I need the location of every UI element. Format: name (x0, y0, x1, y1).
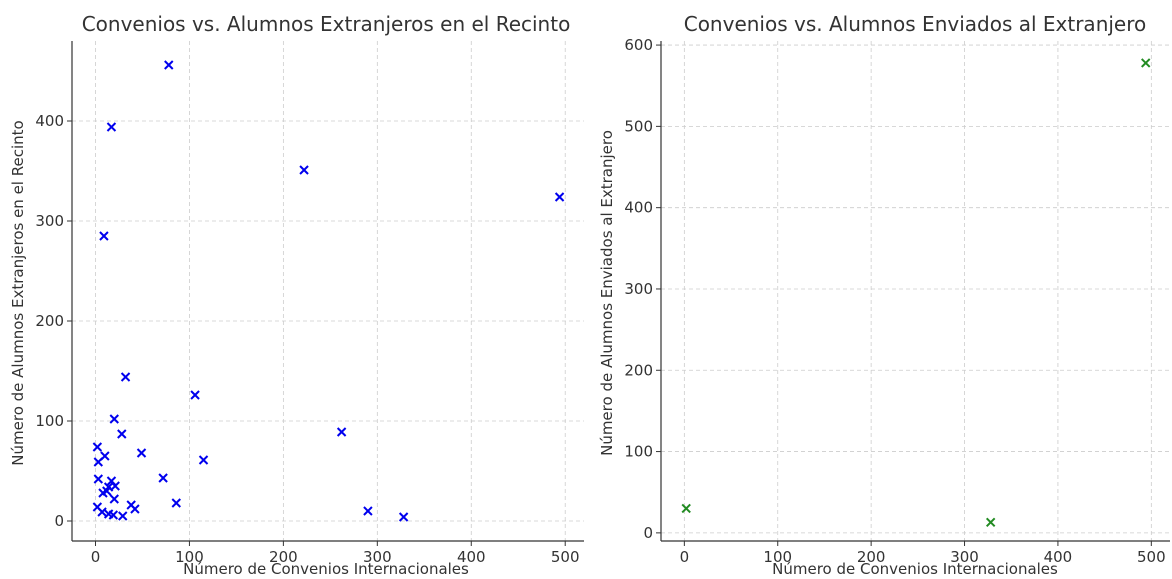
left-data-point-marker (398, 512, 409, 522)
right-x-axis-label: Número de Convenios Internacionales (772, 560, 1058, 578)
right-scatter-panel: Convenios vs. Alumnos Enviados al Extran… (598, 12, 1170, 578)
left-data-point-marker (93, 457, 104, 467)
right-data-point-marker (985, 517, 996, 528)
left-data-point-marker (109, 494, 119, 504)
left-x-tick-label: 400 (457, 548, 486, 566)
left-x-tick-label: 200 (269, 548, 298, 566)
left-data-point-marker (109, 414, 119, 424)
left-x-tick-label: 0 (91, 548, 101, 566)
left-data-point-marker (106, 122, 117, 132)
left-data-point-marker (120, 372, 131, 382)
right-y-tick-label: 500 (624, 117, 653, 135)
left-scatter-panel: Convenios vs. Alumnos Extranjeros en el … (9, 12, 584, 578)
left-data-point-marker (299, 165, 309, 175)
left-x-tick-label: 300 (363, 548, 392, 566)
left-data-point-marker (92, 442, 103, 452)
left-data-point-marker (190, 390, 200, 400)
left-x-tick-label: 100 (175, 548, 204, 566)
right-y-tick-label: 300 (624, 280, 653, 298)
right-x-tick-label: 200 (857, 548, 886, 566)
left-chart-title: Convenios vs. Alumnos Extranjeros en el … (82, 12, 571, 36)
left-data-point-marker (130, 504, 140, 514)
right-data-point-marker (1141, 58, 1151, 68)
left-y-tick-label: 300 (35, 212, 64, 230)
left-data-point-marker (158, 473, 168, 483)
right-x-tick-label: 100 (763, 548, 792, 566)
right-y-tick-label: 100 (624, 443, 653, 461)
left-data-point-marker (98, 488, 108, 498)
left-y-tick-label: 100 (35, 412, 64, 430)
left-data-point-marker (164, 60, 174, 70)
left-x-axis-label: Número de Convenios Internacionales (183, 560, 469, 578)
left-y-tick-label: 400 (35, 112, 64, 130)
left-data-point-marker (99, 231, 109, 241)
right-y-tick-label: 0 (643, 524, 653, 542)
left-data-point-marker (554, 192, 565, 202)
left-data-points (92, 60, 565, 522)
right-x-tick-label: 400 (1044, 548, 1073, 566)
right-x-tick-label: 500 (1137, 548, 1166, 566)
right-data-points (681, 58, 1151, 528)
right-data-point-marker (681, 503, 691, 514)
left-data-point-marker (117, 429, 127, 439)
left-y-axis-label: Número de Alumnos Extranjeros en el Reci… (9, 120, 27, 465)
left-x-tick-label: 500 (551, 548, 580, 566)
left-data-point-marker (363, 506, 373, 516)
left-grid (72, 41, 584, 541)
right-x-tick-label: 0 (680, 548, 690, 566)
left-data-point-marker (97, 507, 107, 517)
right-chart-title: Convenios vs. Alumnos Enviados al Extran… (684, 12, 1147, 36)
left-data-point-marker (108, 510, 119, 520)
right-y-axis-label: Número de Alumnos Enviados al Extranjero (598, 130, 616, 456)
left-data-point-marker (171, 498, 181, 508)
right-y-tick-label: 200 (624, 361, 653, 379)
left-data-point-marker (118, 511, 128, 521)
right-x-tick-label: 300 (950, 548, 979, 566)
right-y-tick-label: 400 (624, 199, 653, 217)
left-data-point-marker (198, 455, 209, 465)
left-y-tick-label: 0 (54, 512, 64, 530)
left-data-point-marker (93, 474, 104, 484)
left-data-point-marker (336, 427, 347, 437)
left-data-point-marker (136, 448, 147, 458)
left-y-tick-label: 200 (35, 312, 64, 330)
right-y-tick-label: 600 (624, 36, 653, 54)
right-grid (661, 41, 1170, 541)
